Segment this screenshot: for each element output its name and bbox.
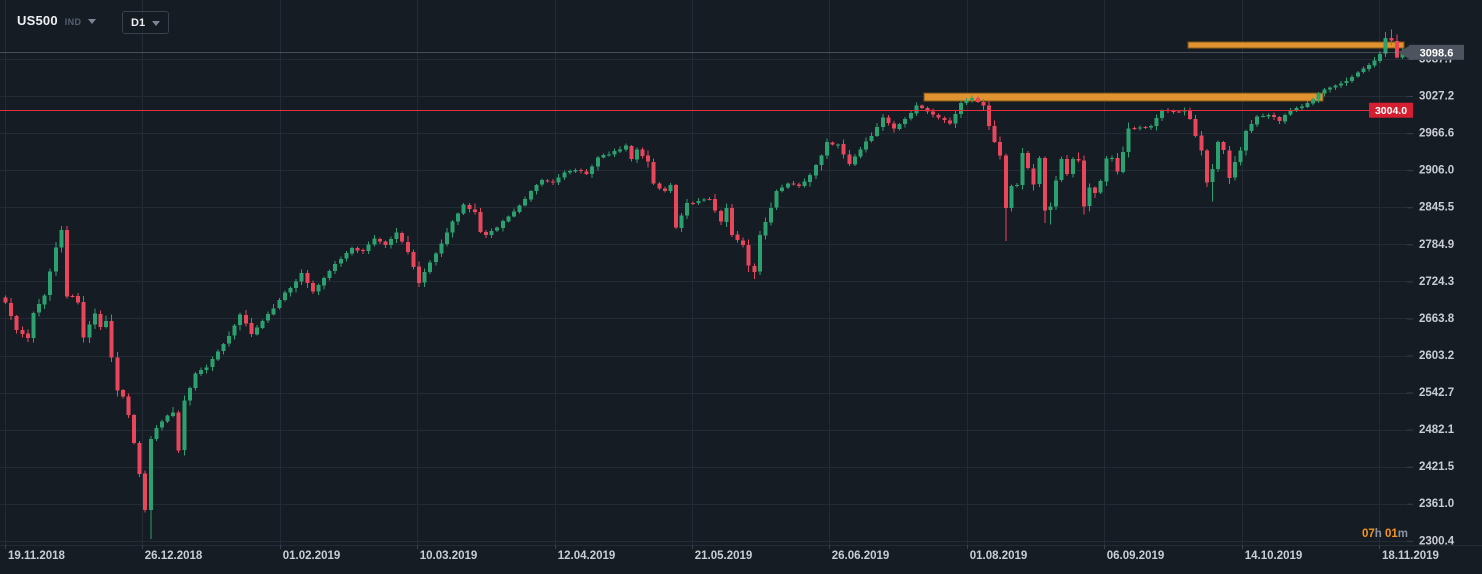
time-axis[interactable]: 19.11.2018 26.12.2018 01.02.2019 10.03.2019… [5, 545, 1439, 562]
time-axis-label: 19.11.2018 [8, 550, 66, 562]
time-axis-label: 14.10.2019 [1245, 550, 1303, 562]
time-axis-label: 01.08.2019 [970, 550, 1028, 562]
time-axis-label: 12.04.2019 [558, 550, 616, 562]
svg-text:3004.0: 3004.0 [1375, 105, 1407, 117]
price-axis-label: 2906.0 [1419, 165, 1454, 177]
candles-layer [3, 29, 1405, 540]
price-axis-label: 2542.7 [1419, 387, 1454, 399]
current-price-badge: 3098.6 [1398, 44, 1464, 60]
time-axis-label: 10.03.2019 [420, 550, 478, 562]
time-axis-label: 26.12.2018 [145, 550, 203, 562]
time-axis-label: 06.09.2019 [1107, 550, 1165, 562]
time-axis-label: 21.05.2019 [695, 550, 753, 562]
price-axis-label: 2300.4 [1419, 535, 1455, 547]
chart-toolbar: US500 IND D1 [0, 0, 1482, 40]
price-axis-label: 2603.2 [1419, 350, 1454, 362]
symbol-label: US500 [17, 13, 58, 28]
price-axis-label: 2361.0 [1419, 498, 1454, 510]
alert-price-badge[interactable]: 3004.0 [1369, 102, 1413, 118]
symbol-selector[interactable]: US500 IND [17, 13, 97, 28]
resistance-zone-lower[interactable] [923, 92, 1324, 102]
price-axis-label: 2663.8 [1419, 313, 1455, 325]
resistance-zone-upper[interactable] [1187, 41, 1405, 49]
price-axis-label: 3027.2 [1419, 91, 1454, 103]
price-axis-label: 2421.5 [1419, 461, 1455, 473]
chevron-down-icon [88, 19, 97, 24]
candle-close-countdown: 07h 01m [1362, 528, 1408, 540]
price-axis-label: 2724.3 [1419, 276, 1454, 288]
price-axis-label: 2845.5 [1419, 202, 1455, 214]
timeframe-selector[interactable]: D1 [122, 11, 170, 34]
time-axis-label: 18.11.2019 [1382, 550, 1439, 562]
instrument-type-label: IND [64, 16, 82, 27]
time-axis-label: 26.06.2019 [832, 550, 890, 562]
time-axis-label: 01.02.2019 [283, 550, 341, 562]
price-axis-label: 2482.1 [1419, 424, 1455, 436]
chevron-down-icon [152, 21, 161, 26]
price-axis-label: 2784.9 [1419, 239, 1454, 251]
price-axis-label: 2966.6 [1419, 128, 1454, 140]
svg-text:3098.6: 3098.6 [1420, 47, 1454, 59]
timeframe-label: D1 [131, 16, 146, 29]
